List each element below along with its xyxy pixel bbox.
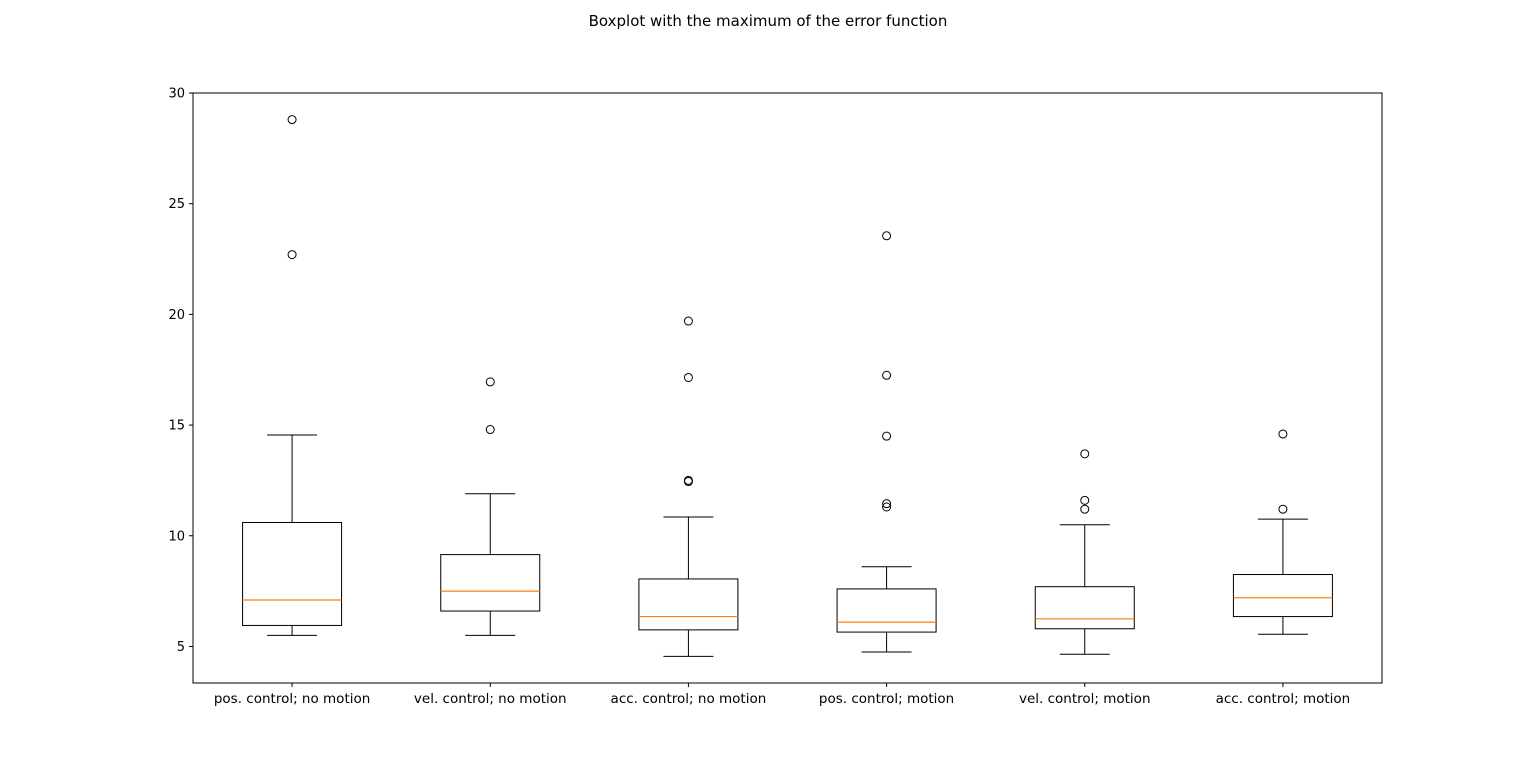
outlier-point [287, 115, 297, 125]
outlier-point [882, 499, 892, 509]
axes-frame [192, 92, 1383, 684]
outlier-point [1080, 495, 1090, 505]
outlier-point [1080, 504, 1090, 514]
box-iqr [1232, 574, 1333, 618]
x-tick-label: vel. control; no motion [414, 691, 567, 707]
y-tick-label: 20 [168, 308, 185, 323]
box-iqr [440, 554, 541, 612]
box-group: acc. control; no motion [611, 316, 767, 707]
x-tick-label: acc. control; motion [1216, 691, 1351, 707]
y-tick-label: 5 [177, 640, 185, 655]
box-group: vel. control; no motion [414, 377, 567, 707]
box-group: acc. control; motion [1216, 429, 1351, 707]
outlier-point [1278, 504, 1288, 514]
outlier-point [683, 316, 693, 326]
x-tick-label: acc. control; no motion [611, 691, 767, 707]
box-iqr [638, 578, 739, 631]
outlier-point [683, 475, 693, 485]
x-tick-label: pos. control; motion [819, 691, 954, 707]
y-tick-label: 15 [168, 419, 185, 434]
outlier-point [1278, 429, 1288, 439]
outlier-point [485, 425, 495, 435]
outlier-point [287, 250, 297, 260]
outlier-point [882, 431, 892, 441]
y-tick-label: 30 [168, 87, 185, 102]
plot-area: 5 10 15 20 25 30 pos. control; no motion vel. c… [168, 87, 1383, 707]
box-iqr [836, 588, 937, 633]
box-group: pos. control; no motion [214, 115, 370, 707]
outlier-point [683, 372, 693, 382]
box-group: pos. control; motion [819, 231, 954, 707]
outlier-point [1080, 449, 1090, 459]
outlier-point [882, 370, 892, 380]
x-tick-label: pos. control; no motion [214, 691, 370, 707]
box-iqr [242, 521, 343, 626]
outlier-point [882, 502, 892, 512]
x-tick-label: vel. control; motion [1019, 691, 1151, 707]
box-iqr [1034, 586, 1135, 630]
outlier-point [882, 231, 892, 241]
y-tick-label: 25 [168, 197, 185, 212]
y-tick-label: 10 [168, 529, 185, 544]
chart-title: Boxplot with the maximum of the error fu… [589, 12, 948, 30]
box-group: vel. control; motion [1019, 449, 1151, 707]
outlier-point [485, 377, 495, 387]
